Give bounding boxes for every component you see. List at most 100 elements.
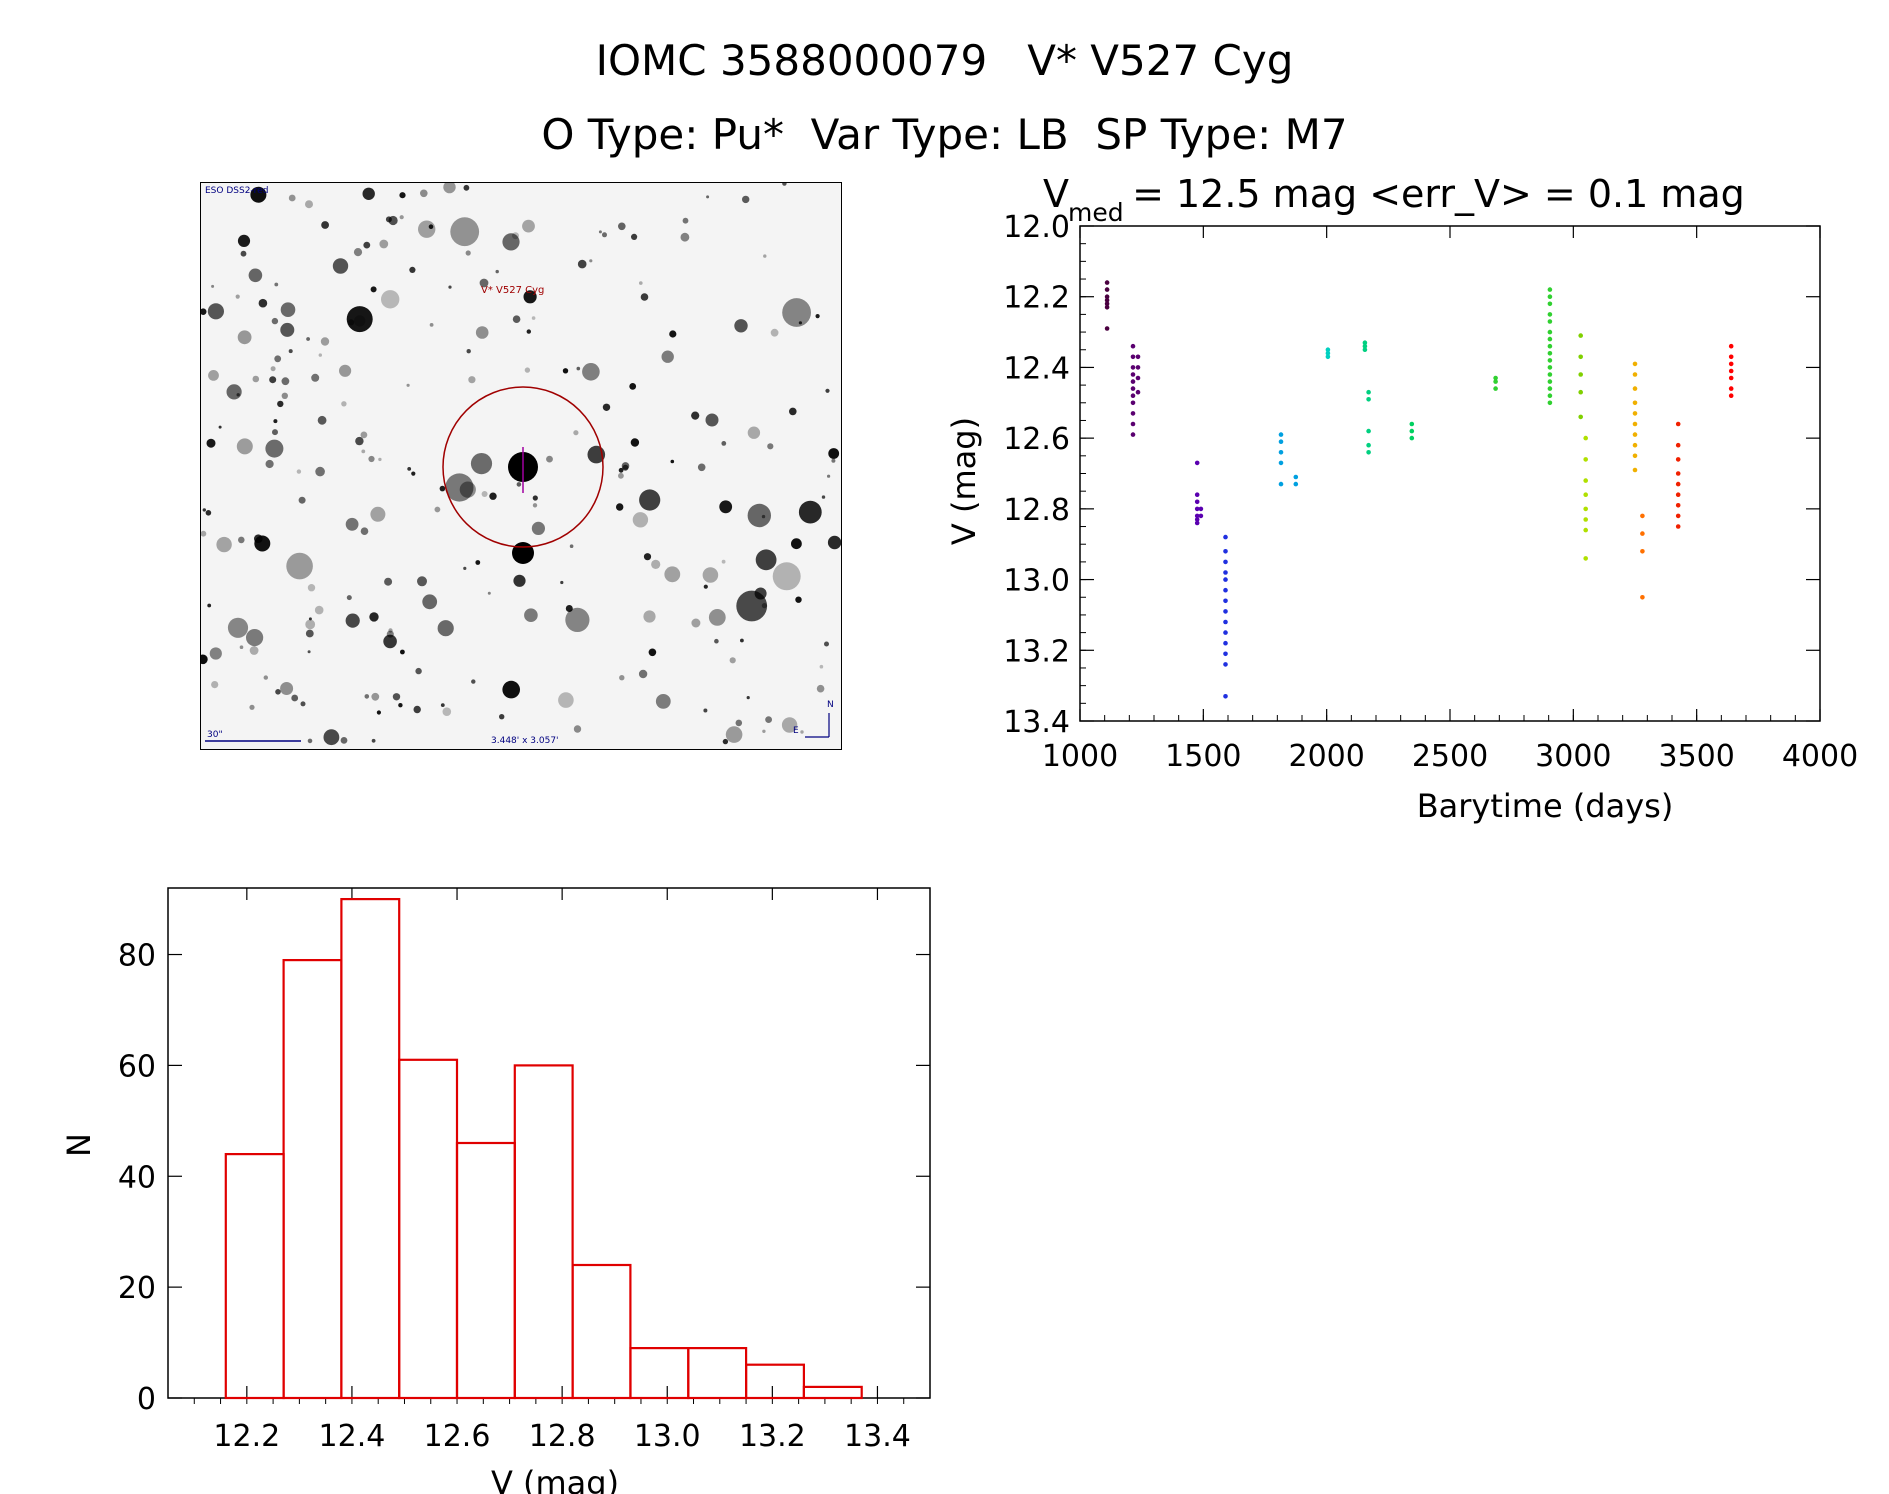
star [413,705,421,714]
star [729,657,736,664]
compass-east-label: E [793,726,799,736]
star [742,195,750,204]
star [392,693,401,701]
star [443,183,456,194]
star [721,559,726,564]
star [565,605,573,612]
star [240,250,247,257]
star [341,401,347,407]
lc-data-point [1130,411,1136,416]
star [371,738,376,743]
star [236,438,253,455]
star [655,694,671,709]
star [735,719,743,727]
star [422,594,438,610]
lc-data-point [1366,442,1371,448]
star [442,707,452,716]
lc-data-point [1278,460,1284,466]
star [270,366,276,372]
star [560,580,564,585]
star [305,200,313,209]
star [201,654,208,665]
star [640,293,649,301]
lc-data-point [1223,619,1228,625]
lc-data-point [1130,432,1136,437]
lc-data-point [1547,379,1553,384]
star [639,281,643,285]
lc-x-axis-label: Barytime (days) [1417,787,1674,825]
star [481,491,488,497]
lc-data-point [1198,506,1204,512]
star [361,449,366,454]
lc-data-point [1583,517,1588,522]
lc-data-point [1104,326,1110,331]
lc-title-v: V [1043,172,1069,216]
chart-title-main: IOMC 3588000079 V* V527 Cyg [595,36,1294,85]
star [631,233,638,240]
star [532,503,538,508]
lc-data-point [1632,453,1638,459]
lc-data-point [1293,481,1299,487]
star [691,411,700,420]
lc-data-point [1547,358,1553,363]
star [651,559,661,569]
star [209,647,222,660]
star [418,220,436,238]
star [763,254,767,258]
lc-data-point [1194,520,1200,526]
star [440,703,445,707]
star [565,607,590,632]
star [227,617,249,638]
lc-x-tick-label: 3500 [1658,739,1734,774]
star [789,407,797,416]
star [479,278,489,288]
star [466,349,471,354]
star [569,544,574,548]
star [577,259,587,269]
lc-data-point [1194,513,1200,519]
lc-data-point [1583,478,1588,483]
lc-data-point [1583,506,1588,512]
star [619,675,625,681]
lc-data-point [1278,432,1284,437]
star [254,534,263,543]
lc-data-point [1130,386,1136,391]
star [379,239,389,249]
star [201,308,207,315]
star [714,638,719,644]
lc-data-point [1194,499,1200,505]
lc-data-point [1728,368,1734,374]
star [638,669,648,679]
star [691,618,701,628]
star [747,503,771,528]
star [250,186,267,203]
lc-x-tick-label: 2000 [1288,739,1364,774]
star [370,506,386,522]
star [618,472,624,479]
lc-data-point [1632,386,1638,391]
star [317,415,327,425]
star [340,737,348,744]
target-circle [442,386,604,548]
star [305,619,316,630]
lc-data-point [1493,375,1498,381]
star [246,629,264,647]
star [305,629,314,638]
lc-data-point [1362,340,1368,346]
lc-data-point [1278,481,1284,487]
star [468,376,476,384]
lc-data-point [1675,492,1681,498]
star [308,617,312,621]
compass-north-label: N [827,700,834,710]
star [708,609,726,626]
star [513,574,526,587]
star [323,729,340,746]
lc-data-point [1362,347,1368,353]
star [602,232,607,238]
lc-data-point [1223,577,1228,582]
star [300,701,306,707]
star [471,679,476,684]
star [383,634,397,649]
star [562,368,569,374]
star [345,613,360,628]
